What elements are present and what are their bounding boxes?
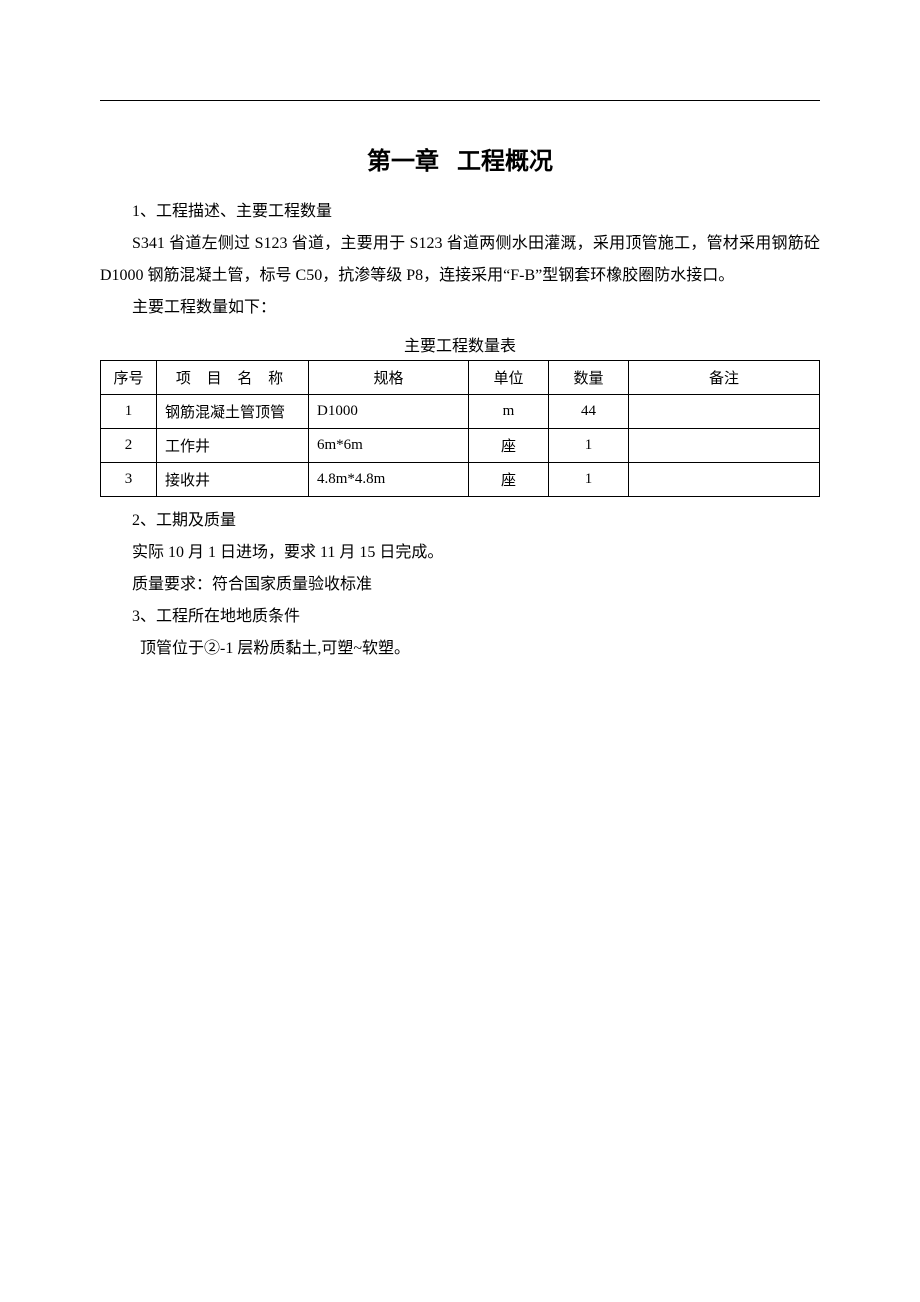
chapter-title: 第一章工程概况 bbox=[100, 141, 820, 176]
cell-seq: 3 bbox=[101, 463, 157, 497]
section1-para2: 主要工程数量如下： bbox=[100, 292, 820, 324]
cell-unit: 座 bbox=[469, 463, 549, 497]
section3-line1: 顶管位于②-1 层粉质黏土,可塑~软塑。 bbox=[100, 633, 820, 665]
section1-heading: 1、工程描述、主要工程数量 bbox=[100, 196, 820, 228]
section1-para1: S341 省道左侧过 S123 省道，主要用于 S123 省道两侧水田灌溉，采用… bbox=[100, 228, 820, 292]
cell-spec: 4.8m*4.8m bbox=[309, 463, 469, 497]
table-row: 1 钢筋混凝土管顶管 D1000 m 44 bbox=[101, 395, 820, 429]
table-row: 2 工作井 6m*6m 座 1 bbox=[101, 429, 820, 463]
cell-seq: 1 bbox=[101, 395, 157, 429]
cell-name: 钢筋混凝土管顶管 bbox=[157, 395, 309, 429]
section2-line1: 实际 10 月 1 日进场，要求 11 月 15 日完成。 bbox=[100, 537, 820, 569]
cell-qty: 44 bbox=[549, 395, 629, 429]
section2-line2: 质量要求：符合国家质量验收标准 bbox=[100, 569, 820, 601]
cell-unit: m bbox=[469, 395, 549, 429]
cell-qty: 1 bbox=[549, 429, 629, 463]
cell-remark bbox=[629, 429, 820, 463]
cell-spec: D1000 bbox=[309, 395, 469, 429]
table-caption: 主要工程数量表 bbox=[100, 332, 820, 356]
th-seq: 序号 bbox=[101, 361, 157, 395]
cell-name: 工作井 bbox=[157, 429, 309, 463]
cell-seq: 2 bbox=[101, 429, 157, 463]
section3-heading: 3、工程所在地地质条件 bbox=[100, 601, 820, 633]
cell-unit: 座 bbox=[469, 429, 549, 463]
cell-name: 接收井 bbox=[157, 463, 309, 497]
th-spec: 规格 bbox=[309, 361, 469, 395]
table-row: 3 接收井 4.8m*4.8m 座 1 bbox=[101, 463, 820, 497]
section2-heading: 2、工期及质量 bbox=[100, 505, 820, 537]
th-qty: 数量 bbox=[549, 361, 629, 395]
cell-qty: 1 bbox=[549, 463, 629, 497]
cell-remark bbox=[629, 395, 820, 429]
th-name: 项 目 名 称 bbox=[157, 361, 309, 395]
cell-spec: 6m*6m bbox=[309, 429, 469, 463]
cell-remark bbox=[629, 463, 820, 497]
quantity-table: 序号 项 目 名 称 规格 单位 数量 备注 1 钢筋混凝土管顶管 D1000 … bbox=[100, 360, 820, 497]
chapter-label: 第一章 bbox=[367, 149, 439, 175]
table-header-row: 序号 项 目 名 称 规格 单位 数量 备注 bbox=[101, 361, 820, 395]
th-remark: 备注 bbox=[629, 361, 820, 395]
chapter-name: 工程概况 bbox=[457, 149, 553, 175]
th-unit: 单位 bbox=[469, 361, 549, 395]
header-rule bbox=[100, 100, 820, 101]
